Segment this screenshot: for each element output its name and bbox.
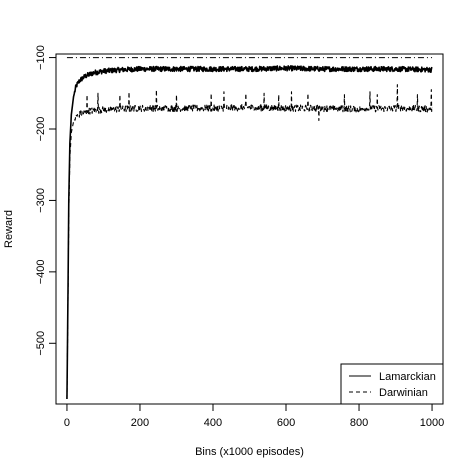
legend-label-lamarckian: Lamarckian [379, 371, 436, 383]
x-axis: 0 200 400 600 800 1000 [64, 404, 444, 429]
y-tick-label: −100 [35, 45, 47, 70]
series-line-darwinian [66, 84, 433, 400]
x-tick-label: 200 [131, 417, 149, 429]
y-tick-label: −300 [35, 188, 47, 213]
series-line-lamarckian [66, 65, 433, 400]
x-tick-label: 800 [350, 417, 368, 429]
legend-label-darwinian: Darwinian [379, 387, 428, 399]
x-tick-label: 1000 [420, 417, 444, 429]
y-axis: −100 −200 −300 −400 −500 [35, 45, 56, 356]
x-axis-title: Bins (x1000 episodes) [195, 446, 304, 458]
legend-box [340, 363, 444, 405]
x-tick-label: 400 [204, 417, 222, 429]
y-tick-label: −500 [35, 331, 47, 356]
y-axis-title: Reward [3, 210, 15, 248]
x-tick-label: 0 [64, 417, 70, 429]
y-tick-label: −400 [35, 259, 47, 284]
x-tick-label: 600 [277, 417, 295, 429]
plot-area [66, 57, 433, 400]
legend: Lamarckian Darwinian [340, 363, 444, 405]
plot-frame [55, 53, 444, 405]
y-tick-label: −200 [35, 117, 47, 142]
